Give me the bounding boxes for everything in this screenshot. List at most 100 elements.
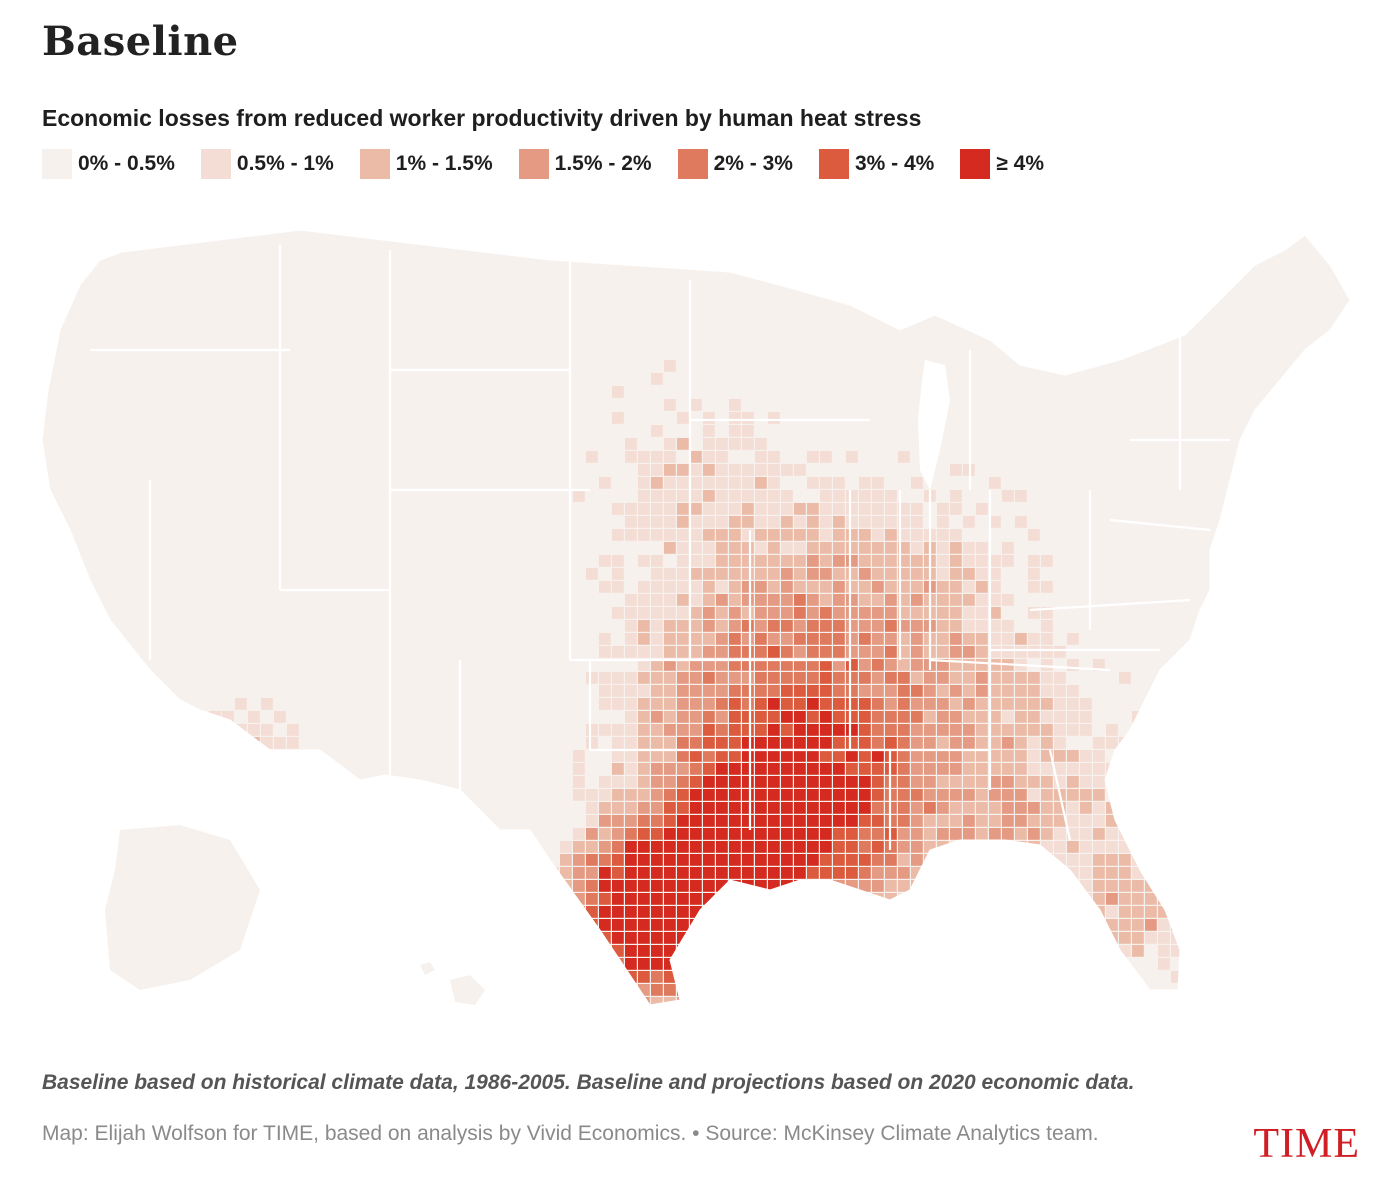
county-cell [742, 685, 754, 697]
county-cell [703, 607, 715, 619]
county-cell [950, 776, 962, 788]
legend-item-4: 2% - 3% [677, 149, 793, 179]
county-cell [638, 503, 650, 515]
county-cell [677, 867, 689, 879]
county-cell [651, 607, 663, 619]
county-cell [1002, 737, 1014, 749]
county-cell [937, 776, 949, 788]
county-cell [976, 737, 988, 749]
county-cell [1080, 919, 1092, 931]
county-cell [885, 542, 897, 554]
county-cell [742, 828, 754, 840]
county-cell [781, 503, 793, 515]
county-cell [1067, 763, 1079, 775]
county-cell [872, 880, 884, 892]
county-cell [859, 568, 871, 580]
county-cell [651, 789, 663, 801]
county-cell [651, 529, 663, 541]
county-cell [820, 685, 832, 697]
county-cell [1080, 893, 1092, 905]
county-cell [911, 646, 923, 658]
county-cell [586, 997, 598, 1005]
county-cell [963, 516, 975, 528]
county-cell [937, 854, 949, 866]
county-cell [898, 503, 910, 515]
county-cell [703, 516, 715, 528]
county-cell [703, 893, 715, 905]
us-outline [41, 229, 1351, 1006]
county-cell [651, 763, 663, 775]
county-cell [235, 737, 247, 749]
county-cell [937, 594, 949, 606]
county-cell [651, 802, 663, 814]
county-cell [1028, 581, 1040, 593]
county-cell [742, 750, 754, 762]
county-cell [820, 451, 832, 463]
county-cell [794, 802, 806, 814]
county-cell [1015, 646, 1027, 658]
county-cell [1158, 906, 1170, 918]
county-cell [1015, 698, 1027, 710]
county-cell [638, 477, 650, 489]
county-cell [638, 789, 650, 801]
county-cell [1158, 828, 1170, 840]
county-cell [716, 932, 728, 944]
county-cell [716, 893, 728, 905]
county-cell [651, 620, 663, 632]
county-cell [1080, 867, 1092, 879]
county-cell [690, 646, 702, 658]
county-cell [1054, 711, 1066, 723]
county-cell [898, 646, 910, 658]
county-cell [950, 542, 962, 554]
county-cell [885, 711, 897, 723]
county-cell [560, 906, 572, 918]
county-cell [703, 997, 715, 1005]
county-cell [651, 893, 663, 905]
county-cell [781, 620, 793, 632]
county-cell [625, 503, 637, 515]
lake-michigan [918, 360, 950, 490]
county-cell [742, 919, 754, 931]
county-cell [950, 711, 962, 723]
county-cell [625, 932, 637, 944]
county-cell [820, 919, 832, 931]
county-cell [677, 516, 689, 528]
county-cell [703, 438, 715, 450]
county-cell [950, 607, 962, 619]
county-cell [690, 633, 702, 645]
county-cell [755, 503, 767, 515]
county-cell [547, 958, 559, 970]
county-cell [846, 750, 858, 762]
county-cell [703, 841, 715, 853]
county-cell [794, 646, 806, 658]
county-cell [989, 776, 1001, 788]
county-cell [638, 529, 650, 541]
county-cell [963, 828, 975, 840]
county-cell [807, 477, 819, 489]
county-cell [651, 880, 663, 892]
county-cell [729, 477, 741, 489]
county-cell [807, 516, 819, 528]
county-cell [872, 568, 884, 580]
county-cell [859, 646, 871, 658]
county-cell [1041, 711, 1053, 723]
county-cell [716, 906, 728, 918]
county-cell [742, 737, 754, 749]
county-cell [638, 685, 650, 697]
county-cell [1119, 880, 1131, 892]
county-cell [768, 698, 780, 710]
county-cell [742, 529, 754, 541]
county-cell [911, 724, 923, 736]
county-cell [1158, 945, 1170, 957]
county-cell [846, 581, 858, 593]
county-cell [937, 659, 949, 671]
county-cell [781, 581, 793, 593]
county-cell [261, 737, 273, 749]
choropleth-map [30, 190, 1370, 1030]
county-cell [1093, 802, 1105, 814]
county-cell [1080, 841, 1092, 853]
county-cell [846, 893, 858, 905]
county-cell [768, 854, 780, 866]
county-cell [716, 880, 728, 892]
county-cell [729, 672, 741, 684]
